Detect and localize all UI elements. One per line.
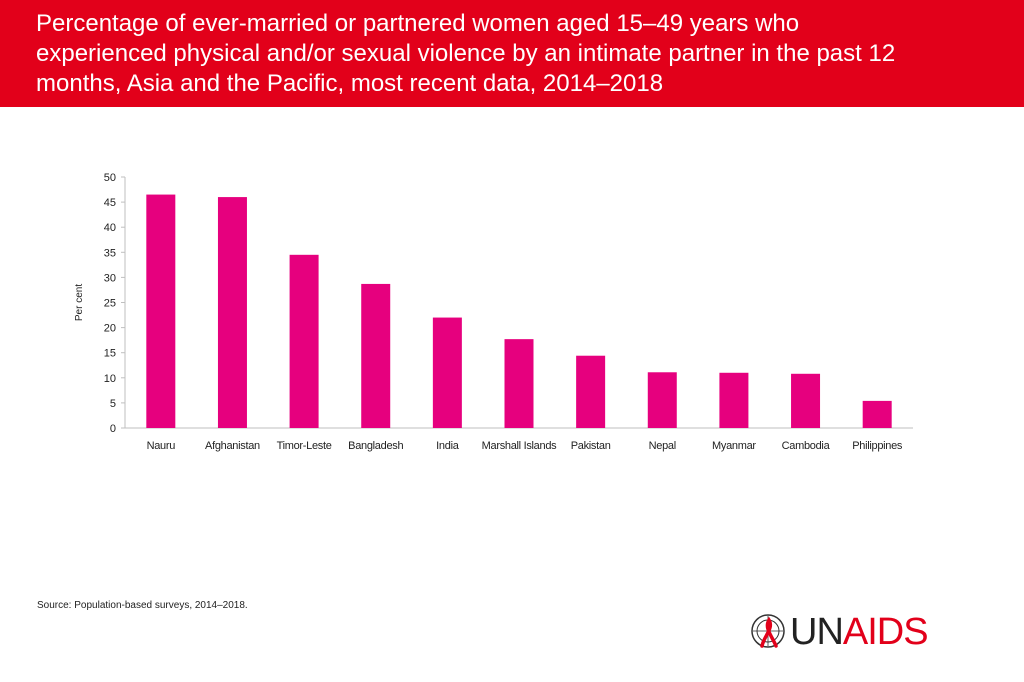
x-tick-label: Marshall Islands bbox=[482, 440, 557, 452]
bar-nepal bbox=[647, 372, 677, 428]
source-text: Population-based surveys, 2014–2018. bbox=[71, 600, 248, 611]
bar-marshall-islands bbox=[504, 339, 534, 428]
bar-afghanistan bbox=[217, 197, 247, 428]
y-tick-label: 35 bbox=[104, 247, 116, 259]
bar-india bbox=[432, 317, 462, 428]
y-tick-label: 25 bbox=[104, 298, 116, 310]
y-axis-title: Per cent bbox=[74, 284, 85, 321]
x-tick-label: Philippines bbox=[852, 440, 903, 452]
x-tick-label: Nepal bbox=[649, 440, 676, 452]
title-banner: Percentage of ever-married or partnered … bbox=[0, 0, 1024, 107]
y-tick-label: 30 bbox=[104, 272, 116, 284]
logo-aids: AIDS bbox=[842, 611, 929, 653]
x-tick-label: Afghanistan bbox=[205, 440, 260, 452]
bar-pakistan bbox=[576, 355, 606, 428]
x-tick-label: Cambodia bbox=[782, 440, 831, 452]
bar-philippines bbox=[862, 400, 892, 428]
source-label: Source: bbox=[37, 600, 72, 611]
y-tick-label: 45 bbox=[104, 197, 116, 209]
y-tick-label: 5 bbox=[110, 398, 116, 410]
x-tick-label: India bbox=[436, 440, 460, 452]
x-tick-label: Myanmar bbox=[712, 440, 756, 452]
y-tick-label: 20 bbox=[104, 323, 116, 335]
x-tick-label: Bangladesh bbox=[348, 440, 403, 452]
logo-wordmark: UNAIDS bbox=[790, 610, 929, 654]
bar-nauru bbox=[146, 194, 176, 428]
logo-un: UN bbox=[790, 611, 844, 653]
x-tick-label: Pakistan bbox=[571, 440, 611, 452]
bar-bangladesh bbox=[361, 283, 391, 428]
y-tick-label: 15 bbox=[104, 348, 116, 360]
un-emblem-icon bbox=[751, 614, 785, 648]
x-tick-label: Timor-Leste bbox=[277, 440, 332, 452]
bar-cambodia bbox=[791, 373, 821, 428]
bar-myanmar bbox=[719, 372, 749, 428]
y-tick-label: 40 bbox=[104, 222, 116, 234]
y-tick-label: 0 bbox=[110, 423, 116, 435]
bar-timor-leste bbox=[289, 254, 319, 428]
y-tick-label: 50 bbox=[104, 172, 116, 184]
chart-title: Percentage of ever-married or partnered … bbox=[36, 10, 896, 97]
y-tick-label: 10 bbox=[104, 373, 116, 385]
x-tick-label: Nauru bbox=[147, 440, 176, 452]
unaids-logo: UNAIDS bbox=[748, 608, 948, 654]
source-note: Source: Population-based surveys, 2014–2… bbox=[37, 600, 248, 611]
